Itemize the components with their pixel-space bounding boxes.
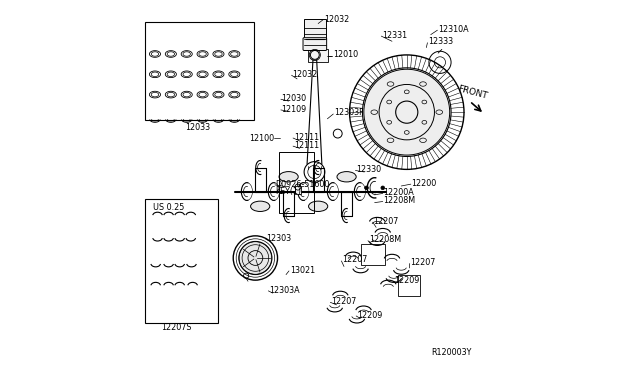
Text: KEY(1): KEY(1) (276, 187, 301, 196)
Text: 12208M: 12208M (369, 235, 401, 244)
Text: 12111: 12111 (294, 133, 319, 142)
Bar (308, 49, 328, 62)
Text: 12207: 12207 (331, 297, 356, 306)
Text: 12207: 12207 (374, 217, 399, 225)
Ellipse shape (308, 201, 328, 211)
Text: 12330: 12330 (356, 165, 381, 174)
Text: 12032: 12032 (292, 70, 317, 79)
Text: 12010: 12010 (333, 51, 358, 60)
Text: 12030: 12030 (282, 94, 307, 103)
Text: 12200: 12200 (412, 179, 437, 187)
Text: 12111: 12111 (294, 141, 319, 150)
Bar (145, 22, 253, 119)
Text: 12303: 12303 (266, 234, 292, 243)
Text: R120003Y: R120003Y (432, 348, 472, 357)
Ellipse shape (279, 171, 298, 182)
Text: 12032: 12032 (324, 15, 349, 23)
Text: US 0.25: US 0.25 (153, 203, 184, 212)
Bar (145, 199, 218, 323)
Circle shape (364, 69, 450, 155)
Text: 12100: 12100 (249, 134, 274, 142)
Ellipse shape (337, 171, 356, 182)
Text: 12209: 12209 (394, 276, 419, 285)
Bar (304, 19, 326, 39)
Text: 12209: 12209 (357, 311, 382, 320)
Text: 12303A: 12303A (269, 286, 300, 295)
Circle shape (365, 186, 369, 190)
Text: D0926-51600: D0926-51600 (276, 180, 330, 189)
Text: FRONT: FRONT (456, 85, 488, 101)
FancyBboxPatch shape (303, 38, 326, 51)
Text: 12207S: 12207S (161, 323, 192, 331)
Bar (360, 244, 385, 265)
Ellipse shape (251, 201, 270, 211)
Bar (397, 275, 420, 296)
Bar (295, 186, 301, 195)
Text: 12207: 12207 (410, 258, 436, 267)
Circle shape (239, 241, 272, 275)
Text: 12303F: 12303F (334, 108, 364, 118)
Bar (280, 152, 314, 213)
Text: 12331: 12331 (382, 31, 407, 40)
Text: 12208M: 12208M (383, 196, 415, 205)
Text: 12310A: 12310A (438, 25, 468, 33)
Text: 12207: 12207 (342, 255, 367, 264)
Text: 12333: 12333 (428, 37, 453, 46)
Text: 12033: 12033 (186, 123, 211, 132)
Circle shape (381, 186, 385, 190)
Text: 12109: 12109 (282, 105, 307, 114)
Text: 13021: 13021 (290, 266, 315, 275)
Text: 12200A: 12200A (383, 188, 414, 197)
